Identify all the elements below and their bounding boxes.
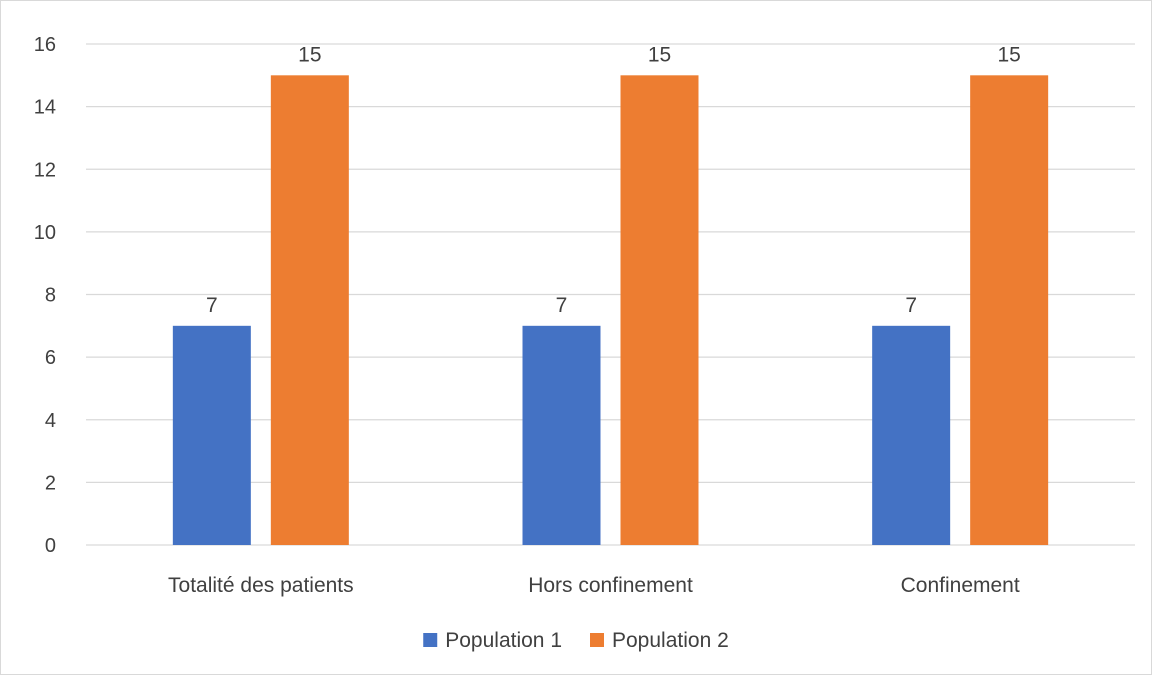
- y-tick-label: 4: [45, 410, 56, 432]
- bar-1-1: [172, 325, 251, 545]
- y-tick-label: 12: [34, 159, 56, 181]
- data-label: 7: [905, 294, 917, 317]
- y-tick-label: 14: [34, 97, 56, 119]
- x-category-label: Confinement: [901, 574, 1020, 597]
- gridlines: [86, 43, 1135, 546]
- data-label: 15: [997, 43, 1020, 66]
- y-axis-tick-labels: 0 2 4 6 8 10 12 14 16: [34, 34, 56, 557]
- y-tick-label: 6: [45, 347, 56, 369]
- y-tick-label: 10: [34, 222, 56, 244]
- legend-label: Population 1: [445, 629, 562, 652]
- legend: Population 1 Population 2: [423, 629, 729, 652]
- bars: [172, 75, 1049, 545]
- legend-label: Population 2: [612, 629, 729, 652]
- y-tick-label: 2: [45, 472, 56, 494]
- y-tick-label: 0: [45, 535, 56, 557]
- y-tick-label: 8: [45, 285, 56, 307]
- x-axis-category-labels: Totalité des patients Hors confinement Con…: [168, 574, 1020, 597]
- legend-swatch-1: [423, 633, 438, 647]
- legend-swatch-2: [590, 633, 604, 647]
- data-label: 15: [298, 43, 321, 66]
- bar-2-3: [970, 75, 1049, 545]
- data-labels: 7 15 7 15 7 15: [206, 43, 1021, 317]
- bar-1-3: [872, 325, 951, 545]
- bar-2-1: [270, 75, 349, 545]
- bar-2-2: [620, 75, 699, 545]
- y-tick-label: 16: [34, 34, 56, 56]
- data-label: 15: [648, 43, 671, 66]
- data-label: 7: [556, 294, 568, 317]
- bar-1-2: [522, 325, 601, 545]
- data-label: 7: [206, 294, 218, 317]
- x-category-label: Totalité des patients: [168, 574, 354, 597]
- x-category-label: Hors confinement: [528, 574, 693, 597]
